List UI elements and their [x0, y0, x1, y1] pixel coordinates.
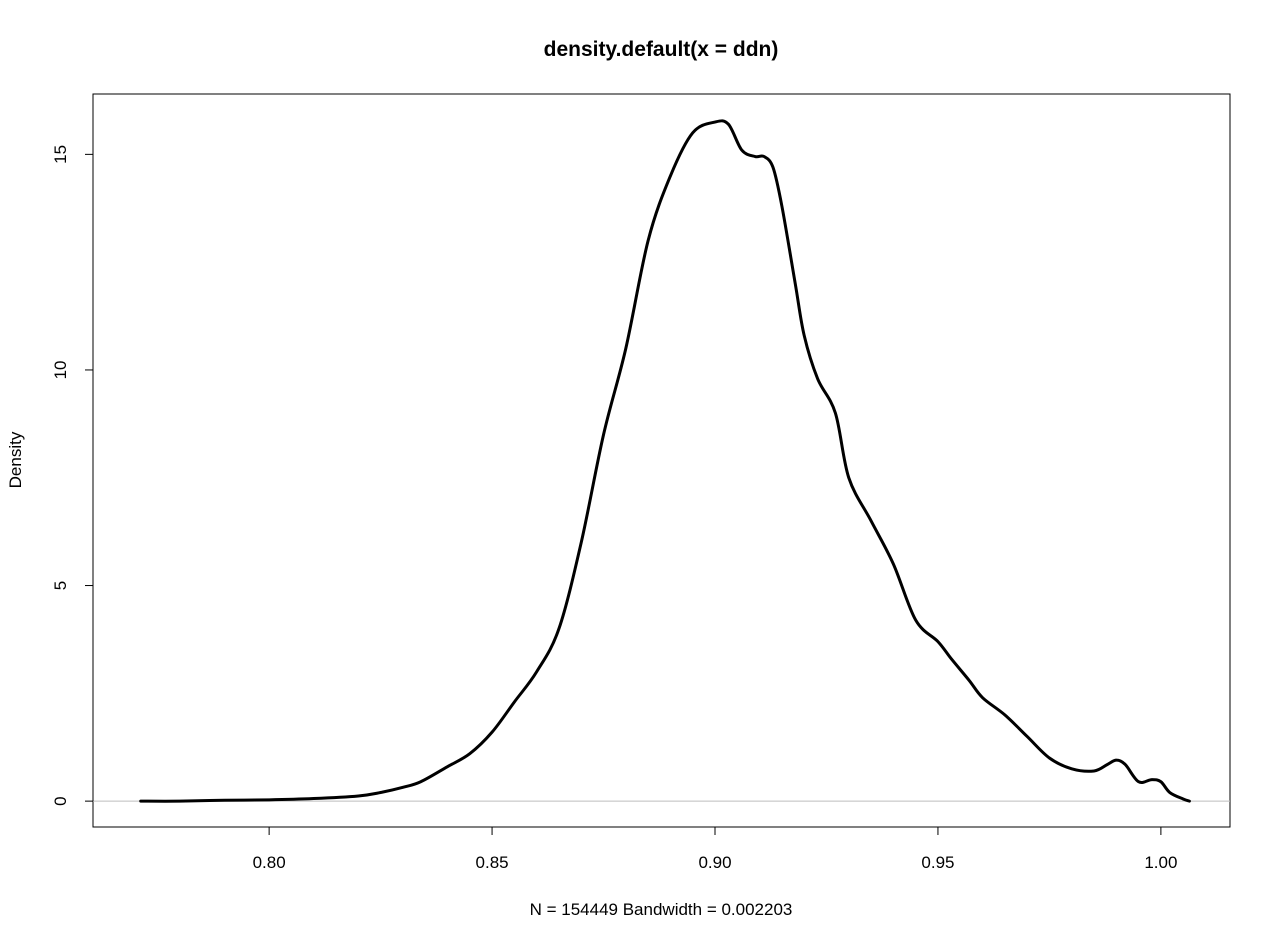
x-tick-label: 1.00 — [1144, 853, 1177, 872]
x-tick-label: 0.95 — [921, 853, 954, 872]
density-curve — [139, 119, 1191, 803]
y-tick-label: 15 — [51, 145, 70, 164]
y-axis-label: Density — [6, 431, 25, 488]
y-tick-label: 10 — [51, 360, 70, 379]
x-axis: 0.80 0.85 0.90 0.95 1.00 — [253, 826, 1177, 872]
plot-box — [92, 93, 1231, 828]
x-axis-label: N = 154449 Bandwidth = 0.002203 — [530, 900, 793, 919]
x-tick-label: 0.80 — [253, 853, 286, 872]
chart-title: density.default(x = ddn) — [544, 38, 779, 61]
x-tick-label: 0.90 — [698, 853, 731, 872]
y-tick-label: 0 — [51, 796, 70, 805]
x-tick-label: 0.85 — [476, 853, 509, 872]
y-axis: 0 5 10 15 — [51, 145, 94, 806]
y-tick-label: 5 — [51, 581, 70, 590]
